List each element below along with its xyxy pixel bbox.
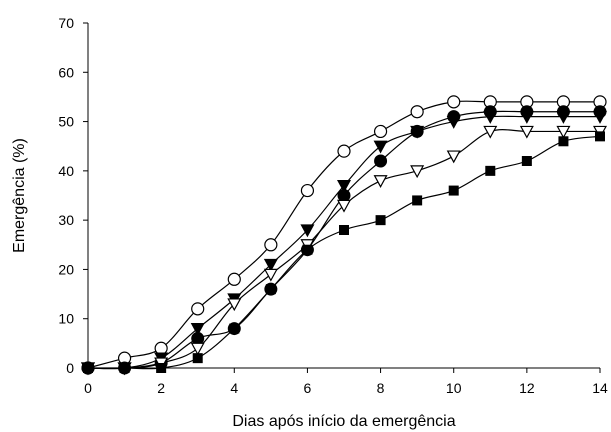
fitted-curve-5 — [88, 135, 601, 370]
data-point-series-4 — [263, 268, 278, 282]
data-point-series-3 — [556, 111, 571, 124]
data-point-series-4 — [336, 199, 352, 213]
data-point-series-4 — [483, 125, 498, 139]
data-point-series-1 — [300, 183, 315, 198]
data-point-series-1 — [264, 238, 278, 252]
data-point-series-5 — [448, 185, 459, 196]
data-point-series-1 — [410, 105, 424, 119]
data-point-series-5 — [302, 244, 313, 255]
ticks: 0 2 4 6 8 10 12 14 0 10 20 30 40 50 60 70 — [58, 15, 608, 396]
data-point-series-3 — [592, 111, 608, 124]
data-point-series-5 — [229, 323, 240, 334]
data-point-series-5 — [595, 131, 605, 142]
y-tick-label: 30 — [58, 212, 74, 228]
data-point-series-5 — [265, 284, 276, 295]
x-tick-label: 0 — [84, 380, 92, 396]
data-point-series-1 — [373, 124, 388, 139]
data-point-series-3 — [300, 224, 315, 238]
data-point-series-2 — [374, 154, 388, 168]
x-tick-label: 4 — [230, 380, 238, 396]
y-tick-label: 60 — [58, 64, 74, 80]
data-point-series-5 — [558, 136, 569, 147]
data-point-series-1 — [447, 95, 461, 109]
data-point-series-3 — [263, 258, 278, 272]
y-tick-label: 50 — [58, 114, 74, 130]
y-tick-label: 40 — [58, 163, 74, 179]
data-point-series-1 — [154, 341, 168, 355]
data-point-series-3 — [410, 125, 425, 139]
y-axis-title: Emergência (%) — [11, 138, 28, 253]
x-tick-label: 14 — [592, 380, 608, 396]
data-point-series-4 — [373, 175, 388, 188]
data-point-series-4 — [410, 165, 425, 179]
data-point-series-3 — [483, 111, 498, 124]
data-point-series-3 — [373, 140, 388, 154]
data-point-series-3 — [519, 111, 534, 124]
data-point-series-1 — [191, 302, 205, 316]
data-point-series-4 — [190, 342, 205, 356]
data-point-series-4 — [556, 125, 571, 139]
data-point-series-4 — [446, 150, 461, 164]
y-tick-label: 20 — [58, 261, 74, 277]
data-point-series-5 — [339, 225, 349, 235]
data-point-series-3 — [446, 115, 461, 129]
data-point-series-1 — [337, 144, 351, 158]
data-point-series-5 — [192, 353, 203, 364]
x-axis-title: Dias após início da emergência — [232, 413, 455, 430]
y-tick-label: 70 — [58, 15, 74, 31]
y-tick-label: 10 — [58, 311, 74, 327]
data-point-series-5 — [521, 156, 532, 166]
y-tick-label: 0 — [66, 360, 74, 376]
data-point-series-4 — [227, 298, 242, 312]
data-point-series-5 — [412, 195, 423, 206]
data-point-series-3 — [336, 180, 352, 193]
x-tick-label: 2 — [157, 380, 165, 396]
x-tick-label: 8 — [377, 380, 385, 396]
data-point-series-1 — [227, 272, 241, 286]
data-point-series-5 — [375, 215, 386, 226]
data-point-series-5 — [485, 165, 496, 176]
data-markers — [80, 95, 608, 376]
data-point-series-3 — [190, 322, 205, 336]
x-tick-label: 12 — [519, 380, 535, 396]
x-tick-label: 6 — [304, 380, 312, 396]
x-tick-label: 10 — [446, 380, 462, 396]
axes — [87, 23, 600, 369]
data-point-series-4 — [519, 125, 534, 139]
